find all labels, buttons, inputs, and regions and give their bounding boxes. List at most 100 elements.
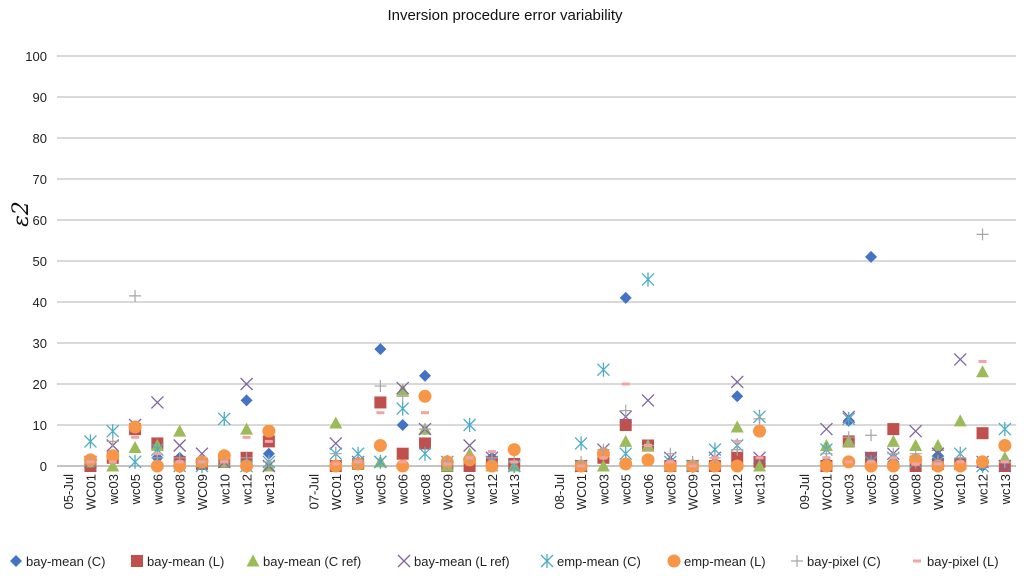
point-s5-30: [730, 459, 744, 473]
gridlines: [57, 55, 1016, 467]
point-s3-40: [953, 352, 967, 366]
point-s4-3: [128, 454, 142, 469]
point-s6-39: [931, 455, 944, 468]
point-s4-16: [418, 446, 432, 461]
point-s5-9: [262, 424, 276, 438]
point-s2-8: [240, 422, 254, 435]
point-s7-7: [220, 460, 229, 464]
point-s5-34: [819, 459, 833, 473]
x-tick-40: wc10: [953, 474, 968, 505]
point-s4-1: [83, 434, 97, 449]
x-tick-6: WC09: [195, 474, 210, 510]
point-s1-15: [396, 447, 409, 460]
point-s3-12: [329, 436, 343, 450]
legend-item-0: bay-mean (C): [10, 554, 105, 569]
x-tick-38: wc08: [909, 474, 924, 505]
point-s3-25: [619, 410, 633, 424]
y-tick-90: 90: [33, 90, 47, 105]
legend-label-5: emp-mean (L): [684, 554, 766, 569]
point-s2-41: [976, 365, 990, 378]
point-s5-37: [886, 459, 900, 473]
point-s3-5: [173, 439, 187, 452]
point-s5-12: [329, 459, 343, 473]
x-tick-29: wc10: [708, 474, 723, 505]
x-tick-3: wc05: [128, 474, 143, 505]
point-s7-26: [644, 444, 653, 447]
point-s1-37: [887, 423, 900, 436]
point-s2-25: [619, 434, 633, 447]
point-s3-15: [396, 381, 410, 395]
point-s7-5: [175, 460, 184, 464]
y-tick-50: 50: [33, 254, 47, 269]
point-s3-30: [730, 375, 744, 389]
legend-item-1: bay-mean (L): [131, 554, 224, 569]
legend-item-7: bay-pixel (L): [913, 554, 999, 569]
x-tick-7: wc10: [217, 474, 232, 505]
point-s1-41: [976, 427, 989, 440]
point-s7-39: [933, 462, 942, 466]
point-s7-19: [487, 450, 496, 454]
x-tick-4: wc06: [150, 474, 165, 505]
point-s2-5: [173, 424, 187, 437]
point-s7-20: [510, 460, 519, 464]
point-s6-12: [329, 447, 342, 460]
x-tick-2: wc03: [106, 474, 121, 505]
point-s2-31: [753, 459, 767, 472]
y-tick-30: 30: [33, 336, 47, 351]
x-tick-28: WC09: [686, 474, 701, 510]
point-s3-34: [819, 422, 833, 436]
point-s7-9: [264, 439, 273, 443]
x-tick-24: wc03: [596, 474, 611, 505]
point-s2-40: [953, 414, 967, 427]
point-s1-14: [374, 396, 387, 409]
point-s0-30: [731, 390, 744, 403]
y-tick-10: 10: [33, 418, 47, 433]
x-tick-1: WC01: [83, 474, 98, 510]
x-tick-37: wc06: [886, 474, 901, 505]
point-s7-36: [867, 460, 876, 464]
x-tick-5: wc08: [173, 474, 188, 505]
point-s6-35: [842, 431, 855, 444]
point-s2-3: [128, 441, 142, 454]
x-tick-35: wc03: [842, 474, 857, 505]
point-s6-9: [262, 455, 275, 468]
x-tick-41: wc12: [976, 474, 991, 505]
x-tick-42: wc13: [998, 474, 1013, 505]
point-s4-24: [596, 362, 610, 377]
point-s6-15: [396, 390, 409, 403]
point-s2-2: [106, 459, 120, 472]
point-s4-15: [396, 401, 410, 416]
point-s6-36: [865, 429, 878, 442]
x-tick-12: WC01: [329, 474, 344, 510]
point-s0-36: [865, 250, 878, 263]
point-s0-25: [619, 291, 632, 304]
point-s6-8: [240, 451, 253, 464]
point-s2-30: [730, 420, 744, 433]
x-tick-19: wc12: [485, 474, 500, 505]
point-s7-27: [666, 460, 675, 464]
point-s5-14: [373, 439, 387, 452]
y-tick-80: 80: [33, 131, 47, 146]
x-tick-20: wc13: [507, 474, 522, 505]
point-s5-29: [708, 459, 722, 473]
legend-label-2: bay-mean (C ref): [263, 554, 361, 569]
point-s7-17: [443, 462, 452, 466]
point-s5-41: [976, 455, 990, 469]
point-s5-26: [641, 453, 655, 467]
point-s6-41: [976, 228, 989, 241]
point-s7-35: [844, 460, 853, 464]
point-s5-42: [998, 439, 1012, 452]
point-s2-37: [886, 434, 900, 447]
legend-label-1: bay-mean (L): [147, 554, 224, 569]
point-s6-30: [731, 443, 744, 456]
point-s5-25: [619, 457, 633, 471]
x-tick-labels: 05-Jul WC01 wc03 wc05 wc06 wc08 WC09 wc10 wc12 wc…: [61, 474, 1013, 510]
point-s7-3: [131, 435, 140, 439]
point-s0-16: [418, 369, 431, 382]
point-s6-17: [441, 455, 454, 468]
x-tick-22: 08-Jul: [552, 474, 567, 510]
point-s1-25: [619, 419, 632, 431]
point-s7-23: [577, 464, 586, 468]
x-tick-14: wc05: [373, 474, 388, 505]
point-s7-29: [710, 456, 719, 460]
